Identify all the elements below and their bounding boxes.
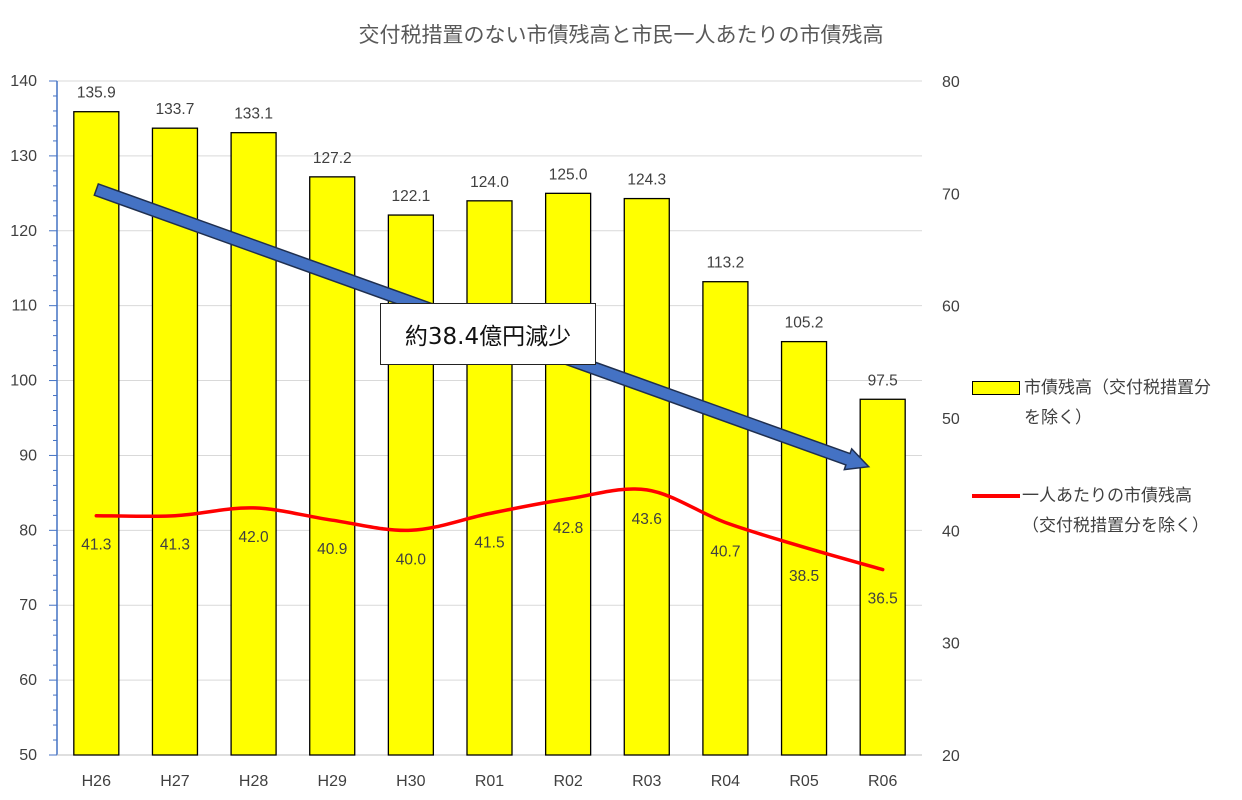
y-left-tick-label: 90 [19,447,37,464]
bar-value-label: 124.3 [627,172,666,189]
legend-bar-swatch [972,381,1020,395]
x-tick-label: H28 [239,773,268,790]
bar [230,132,277,756]
x-tick-label: R01 [475,773,504,790]
line-value-label: 43.6 [632,511,662,528]
bar-value-label: 127.2 [313,150,352,167]
bar-value-label: 105.2 [785,315,824,332]
line-value-label: 42.0 [239,529,270,546]
line-value-label: 41.5 [474,534,504,551]
y-left-tick-label: 80 [19,522,37,539]
line-value-label: 40.9 [317,541,347,558]
chart-title: 交付税措置のない市債残高と市民一人あたりの市債残高 [359,23,884,47]
legend-bar-entry: 市債残高（交付税措置分 を除く） [972,373,1211,433]
y-right-tick-label: 50 [942,411,960,428]
line-value-label: 40.0 [396,551,427,568]
bar-value-label: 122.1 [391,188,430,205]
legend-line-swatch [972,494,1020,498]
bar-value-label: 135.9 [77,85,116,102]
bar [544,192,592,756]
x-tick-label: H27 [160,773,189,790]
bar-series [73,111,906,756]
line-value-label: 41.3 [160,537,190,554]
annotation-callout: 約38.4億円減少 [380,303,596,365]
y-left-tick-label: 60 [19,672,37,689]
legend-line-label-2: （交付税措置分を除く） [1022,516,1209,536]
bar [623,197,670,756]
line-value-label: 42.8 [553,520,583,537]
y-left-tick-label: 110 [11,298,37,315]
x-tick-label: H29 [318,773,347,790]
y-right-tick-label: 60 [942,299,960,316]
y-left-tick-label: 70 [19,597,37,614]
line-series [94,487,885,572]
legend-bar-label-1: 市債残高（交付税措置分 [1024,378,1211,398]
x-tick-label: H30 [396,773,425,790]
tick-labels: 50 60 70 80 90 100 110 120 130 140 20 30 40 50 60 70 80 H… [10,73,960,790]
y-left-tick-label: 130 [10,148,37,165]
bar [151,127,199,756]
x-tick-label: R06 [868,773,897,790]
data-labels: 135.9 133.7 133.1 127.2 122.1 124.0 125.0 124.3… [77,85,898,608]
bar [466,200,513,756]
x-tick-label: H26 [82,773,111,790]
bar-value-label: 124.0 [470,174,509,191]
legend-line-label-1: 一人あたりの市債残高 [1022,486,1192,506]
x-tick-label: R02 [553,773,582,790]
legend-line-entry: 一人あたりの市債残高 （交付税措置分を除く） [972,481,1209,541]
line-series-path [94,487,885,572]
bar-value-label: 133.7 [156,101,195,118]
line-value-label: 36.5 [868,591,898,608]
y-right-tick-label: 40 [942,523,960,540]
line-value-label: 41.3 [81,537,111,554]
bar [73,111,120,756]
line-value-label: 40.7 [710,543,740,560]
bar-value-label: 125.0 [549,166,588,183]
bar [859,398,906,756]
bar-value-label: 97.5 [868,372,898,389]
y-right-tick-label: 30 [942,636,960,653]
y-left-tick-label: 140 [10,73,37,90]
bar [702,281,749,756]
y-left-tick-label: 100 [10,373,37,390]
x-tick-label: R05 [789,773,818,790]
line-value-label: 38.5 [789,568,819,585]
y-left-tick-label: 120 [10,223,37,240]
x-tick-label: R04 [711,773,740,790]
bar-value-label: 113.2 [707,255,745,272]
legend-bar-label-2: を除く） [1024,408,1092,428]
bar-value-label: 133.1 [234,106,273,123]
y-left-tick-label: 50 [19,747,37,764]
y-right-tick-label: 20 [942,748,960,765]
y-right-tick-label: 80 [942,74,960,91]
x-tick-label: R03 [632,773,661,790]
y-right-tick-label: 70 [942,186,960,203]
